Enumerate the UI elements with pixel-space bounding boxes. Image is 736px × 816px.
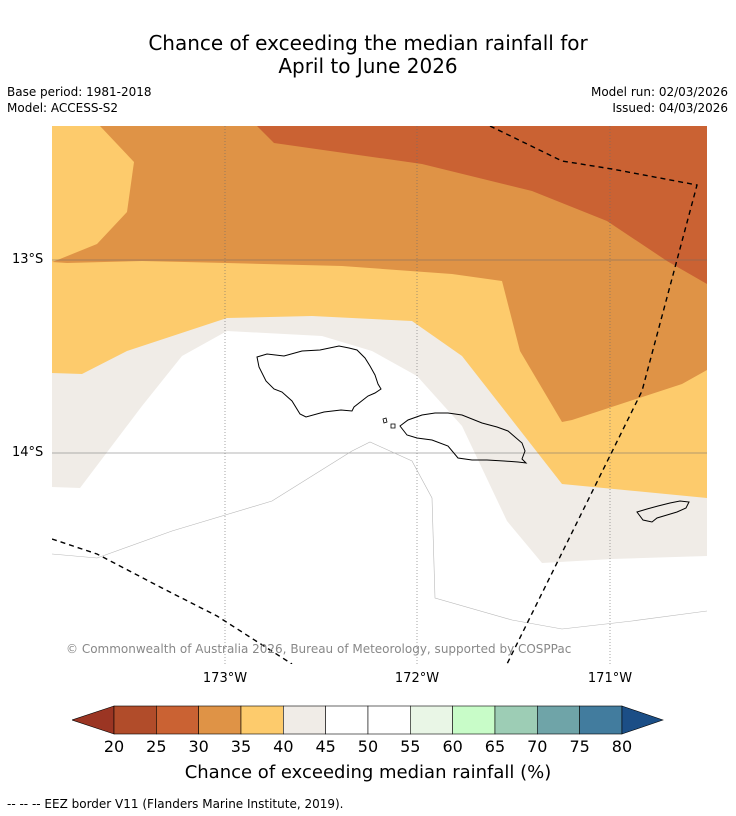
colorbar-segment bbox=[494, 705, 538, 735]
eez-legend-footer: -- -- -- EEZ border V11 (Flanders Marine… bbox=[7, 797, 344, 811]
island-upolu bbox=[399, 412, 528, 464]
lon-label-173w: 173°W bbox=[202, 671, 248, 686]
colorbar-segment bbox=[240, 705, 284, 735]
colorbar-segment bbox=[410, 705, 453, 735]
colorbar-tick-label: 40 bbox=[273, 737, 294, 756]
colorbar-segment bbox=[283, 705, 326, 735]
eez-border-east bbox=[489, 126, 698, 664]
colorbar-tick-label: 45 bbox=[315, 737, 336, 756]
colorbar-segment bbox=[156, 705, 199, 735]
colorbar-tick-label: 55 bbox=[400, 737, 421, 756]
colorbar-segment bbox=[536, 705, 580, 735]
island-tutuila bbox=[636, 500, 690, 523]
meta-right: Model run: 02/03/2026 Issued: 04/03/2026 bbox=[591, 84, 728, 116]
colorbar-segment bbox=[198, 705, 242, 735]
model-name: Model: ACCESS-S2 bbox=[7, 101, 119, 115]
colorbar-segment bbox=[325, 705, 369, 735]
model-run: Model run: 02/03/2026 bbox=[590, 85, 728, 99]
colorbar-segment bbox=[579, 705, 623, 735]
colorbar-extend-high bbox=[621, 705, 664, 735]
colorbar-tick-label: 65 bbox=[484, 737, 506, 756]
zone-30-35 bbox=[52, 126, 707, 422]
island-manono bbox=[390, 423, 396, 429]
meta-left: Base period: 1981-2018 Model: ACCESS-S2 bbox=[7, 84, 152, 116]
colorbar-extend-low bbox=[72, 705, 115, 735]
lat-label-13s: 13°S bbox=[12, 252, 44, 267]
colorbar-tick-label: 50 bbox=[357, 737, 379, 756]
colorbar-tick-label: 70 bbox=[527, 737, 548, 756]
colorbar-segment bbox=[367, 705, 411, 735]
colorbar-tick-label: 30 bbox=[188, 737, 209, 756]
island-apolima bbox=[382, 417, 388, 424]
faint-boundary bbox=[52, 441, 707, 630]
colorbar-tick-label: 60 bbox=[442, 737, 463, 756]
colorbar-tick-label: 35 bbox=[230, 737, 252, 756]
map-panel: © Commonwealth of Australia 2026, Bureau… bbox=[52, 126, 707, 664]
colorbar-tick-label: 25 bbox=[146, 737, 167, 756]
colorbar-segment bbox=[452, 705, 496, 735]
title-line-1: Chance of exceeding the median rainfall … bbox=[148, 31, 588, 55]
colorbar-segment bbox=[113, 705, 157, 735]
lon-label-171w: 171°W bbox=[587, 671, 633, 686]
colorbar-label: Chance of exceeding median rainfall (%) bbox=[184, 762, 552, 783]
base-period: Base period: 1981-2018 bbox=[7, 85, 152, 99]
colorbar-tick-label: 75 bbox=[569, 737, 590, 756]
title-line-2: April to June 2026 bbox=[278, 54, 458, 78]
colorbar bbox=[72, 705, 664, 735]
issued-date: Issued: 04/03/2026 bbox=[612, 101, 728, 115]
lat-label-14s: 14°S bbox=[12, 445, 44, 460]
eez-border-west bbox=[52, 538, 293, 664]
chart-title: Chance of exceeding the median rainfall … bbox=[0, 32, 736, 78]
zone-35-40-topleft bbox=[52, 126, 134, 262]
colorbar-tick-label: 20 bbox=[103, 737, 125, 756]
lon-label-172w: 172°W bbox=[394, 671, 440, 686]
island-savaii bbox=[256, 345, 382, 418]
copyright-notice: © Commonwealth of Australia 2026, Bureau… bbox=[66, 642, 571, 656]
colorbar-tick-label: 80 bbox=[611, 737, 633, 756]
